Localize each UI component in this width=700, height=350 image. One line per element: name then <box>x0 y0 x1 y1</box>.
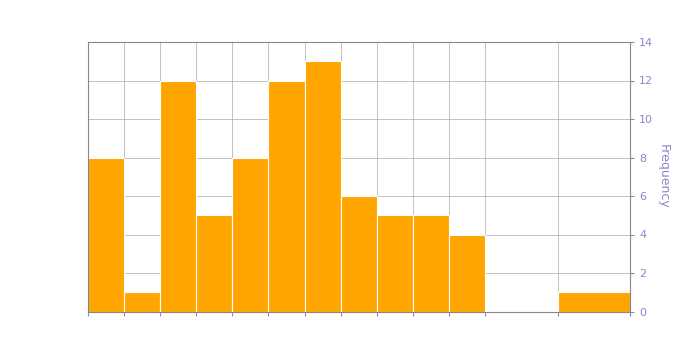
Bar <box>558 292 630 312</box>
Bar <box>304 61 341 312</box>
Bar <box>124 292 160 312</box>
Bar <box>449 234 485 312</box>
Bar <box>196 215 232 312</box>
Bar <box>377 215 413 312</box>
Y-axis label: Frequency: Frequency <box>657 144 670 209</box>
Bar <box>413 215 449 312</box>
Bar <box>268 80 304 312</box>
Bar <box>232 158 268 312</box>
Bar <box>341 196 377 312</box>
Bar <box>160 80 196 312</box>
Bar <box>88 158 124 312</box>
